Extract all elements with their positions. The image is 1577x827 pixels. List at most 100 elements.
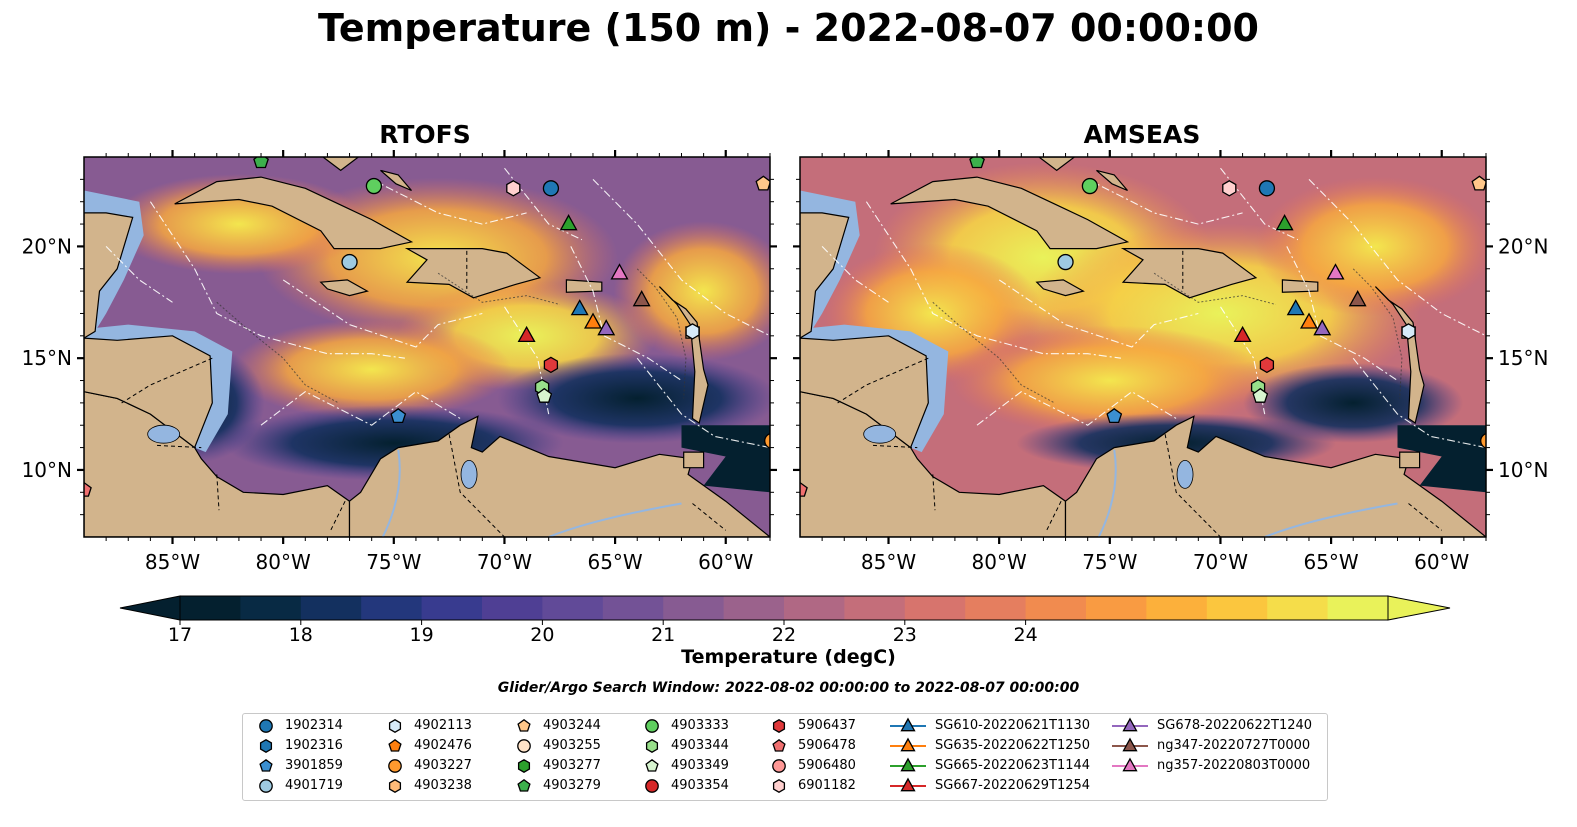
amseas-marker-1902314	[1258, 180, 1276, 197]
colorbar-tick-label: 21	[651, 624, 675, 645]
legend-label: 4903349	[671, 757, 729, 773]
legend-marker-hexagon-icon	[259, 739, 273, 753]
legend-marker-hexagon-icon	[388, 779, 402, 793]
legend-marker-circle-icon	[259, 779, 273, 793]
legend-marker-pentagon-icon	[517, 778, 531, 792]
legend-item: 1902314	[257, 716, 343, 734]
legend: 1902314 1902316 3901859 4901719 4902113 49024…	[242, 713, 1328, 801]
rtofs-marker-SG667-20220629T1254	[517, 325, 536, 343]
rtofs-lon-tick-label: 60°W	[698, 550, 753, 574]
legend-item: 5906437	[770, 716, 856, 734]
amseas-frame	[799, 156, 1487, 538]
legend-item: 4903227	[386, 756, 472, 774]
legend-item: SG678-20220622T1240	[1111, 716, 1312, 734]
rtofs-lat-tick-label: 15°N	[22, 346, 72, 370]
amseas-marker-ng357-20220803T0000	[1326, 263, 1345, 280]
legend-marker-circle-icon	[772, 759, 786, 773]
colorbar-segment	[663, 596, 725, 620]
legend-item: 4903244	[515, 716, 601, 734]
colorbar-tick-label: 20	[530, 624, 554, 645]
colorbar-segment	[240, 596, 302, 620]
rtofs-lon-tick-label: 70°W	[477, 550, 532, 574]
legend-label: SG610-20220621T1130	[935, 717, 1091, 733]
rtofs-marker-3901859	[390, 407, 407, 424]
legend-item: 4903333	[643, 716, 729, 734]
colorbar-segment	[180, 596, 241, 620]
amseas-marker-SG665-20220623T1144	[1275, 214, 1294, 231]
legend-label: 4903277	[543, 757, 601, 773]
legend-marker-circle-icon	[645, 719, 659, 733]
legend-label: 4903333	[671, 717, 729, 733]
rtofs-lat-tick-label: 10°N	[22, 458, 72, 482]
rtofs-map	[84, 157, 770, 537]
legend-marker-hexagon-icon	[517, 759, 531, 773]
panel-title-amseas: AMSEAS	[1083, 120, 1201, 149]
rtofs-marker-5906437	[543, 356, 559, 374]
legend-label: 4901719	[285, 777, 343, 793]
legend-item: 3901859	[257, 756, 343, 774]
amseas-map	[800, 157, 1486, 537]
amseas-marker-4901719	[1057, 253, 1074, 271]
legend-label: 1902314	[285, 717, 343, 733]
colorbar-segment	[300, 596, 362, 620]
amseas-lat-tick-label: 15°N	[1498, 346, 1548, 370]
colorbar-segment	[361, 596, 423, 620]
legend-marker-circle-icon	[388, 759, 402, 773]
colorbar-segment	[1086, 596, 1147, 620]
legend-label: SG665-20220623T1144	[935, 757, 1091, 773]
legend-item: 4903279	[515, 776, 601, 794]
legend-item: 4902476	[386, 736, 472, 754]
legend-marker-pentagon-icon	[388, 738, 402, 752]
amseas-marker-5906437	[1259, 356, 1275, 374]
rtofs-marker-SG635-20220622T1250	[583, 312, 602, 329]
legend-marker-pentagon-icon	[645, 758, 659, 772]
legend-item: 4903238	[386, 776, 472, 794]
legend-item: 4901719	[257, 776, 343, 794]
colorbar-segment	[542, 596, 604, 620]
colorbar-tick-label: 23	[893, 624, 917, 645]
amseas-marker-4903333	[1081, 177, 1099, 195]
legend-marker-triangle-icon	[1112, 717, 1148, 732]
legend-item: 5906478	[770, 736, 856, 754]
legend-label: SG678-20220622T1240	[1157, 717, 1313, 733]
rtofs-lon-tick-label: 85°W	[145, 550, 200, 574]
legend-marker-triangle-icon	[890, 717, 926, 732]
legend-marker-hexagon-icon	[645, 739, 659, 753]
amseas-lon-tick-label: 70°W	[1193, 550, 1248, 574]
legend-marker-hexagon-icon	[388, 719, 402, 733]
legend-item: 1902316	[257, 736, 343, 754]
legend-label: 5906478	[798, 737, 856, 753]
amseas-lon-tick-label: 80°W	[972, 550, 1027, 574]
amseas-marker-SG678-20220622T1240	[1313, 319, 1332, 336]
legend-item: SG610-20220621T1130	[889, 716, 1090, 734]
amseas-marker-6901182	[1222, 180, 1237, 197]
legend-label: 6901182	[798, 777, 856, 793]
legend-item: ng347-20220727T0000	[1111, 736, 1310, 754]
amseas-lon-tick-label: 75°W	[1082, 550, 1137, 574]
colorbar-segment	[1267, 596, 1329, 620]
legend-label: 4903244	[543, 717, 601, 733]
colorbar-label: Temperature (degC)	[681, 646, 896, 668]
legend-item: SG667-20220629T1254	[889, 776, 1090, 794]
legend-label: 4903255	[543, 737, 601, 753]
rtofs-marker-ng357-20220803T0000	[610, 263, 629, 280]
amseas-marker-SG667-20220629T1254	[1233, 325, 1252, 343]
legend-label: 4903279	[543, 777, 601, 793]
colorbar-tick-label: 22	[772, 624, 796, 645]
rtofs-lon-tick-label: 65°W	[587, 550, 642, 574]
rtofs-marker-SG610-20220621T1130	[570, 299, 589, 316]
legend-label: 1902316	[285, 737, 343, 753]
legend-label: 4903238	[414, 777, 472, 793]
legend-marker-triangle-icon	[890, 737, 926, 752]
rtofs-marker-SG665-20220623T1144	[559, 214, 578, 231]
rtofs-marker-1902314	[542, 180, 560, 197]
rtofs-lon-tick-label: 75°W	[366, 550, 421, 574]
legend-item: SG635-20220622T1250	[889, 736, 1090, 754]
colorbar-segment	[1025, 596, 1087, 620]
amseas-marker-ng347-20220727T0000	[1348, 290, 1367, 307]
amseas-marker-4903279	[969, 157, 985, 169]
legend-label: 4903344	[671, 737, 729, 753]
colorbar-extend-high	[1387, 595, 1451, 621]
legend-label: SG635-20220622T1250	[935, 737, 1091, 753]
colorbar-segment	[965, 596, 1027, 620]
